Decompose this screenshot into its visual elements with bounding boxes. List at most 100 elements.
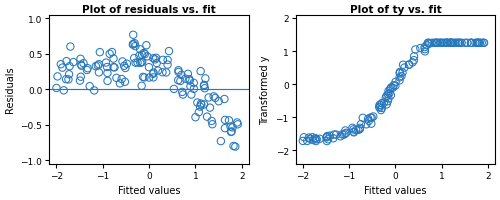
Point [62,60,70,63]
Point [474,42,482,45]
Point [120,65,128,68]
Point [203,115,211,119]
Point [382,97,390,100]
Point [198,104,205,107]
Point [300,136,308,139]
Point [104,80,112,83]
Point [382,103,390,106]
Point [145,66,153,69]
Point [455,42,463,45]
Point [464,42,471,45]
Point [86,85,94,88]
Point [350,128,358,131]
Point [112,77,120,80]
Point [190,82,198,85]
Point [376,104,384,107]
Point [348,127,356,130]
Point [408,61,416,65]
Point [197,102,205,106]
Point [338,133,346,136]
Point [424,42,432,45]
Point [472,42,480,45]
Point [376,104,384,107]
Point [186,85,194,88]
Point [424,42,432,45]
Point [468,42,475,45]
Point [138,61,145,64]
Point [192,116,200,119]
Point [306,138,314,141]
Point [384,90,392,93]
Point [179,93,187,97]
Point [234,123,241,126]
Point [136,55,143,58]
Point [150,72,158,75]
Point [368,122,376,126]
Point [305,136,313,140]
Point [194,101,202,105]
Point [430,42,438,45]
Point [77,64,85,67]
Point [368,117,376,120]
Point [129,34,137,37]
Point [410,55,418,59]
Point [386,92,394,95]
Point [62,78,70,81]
Point [165,50,173,53]
Point [52,87,60,90]
Point [388,87,396,90]
Point [444,42,452,45]
Point [132,62,140,65]
Point [474,42,482,45]
Point [130,42,138,46]
Point [421,48,429,52]
Point [422,44,430,48]
Point [141,53,149,56]
Point [324,138,332,141]
Point [152,62,160,65]
Point [142,44,150,48]
Point [225,119,233,122]
Point [158,71,166,74]
Point [392,81,400,84]
Point [64,78,72,82]
Point [164,59,172,62]
Point [233,121,241,124]
Title: Plot of ty vs. fit: Plot of ty vs. fit [350,5,442,15]
Point [322,136,330,139]
Point [426,43,434,46]
Point [178,74,186,77]
Point [138,54,146,57]
Point [378,107,386,110]
Point [450,42,458,45]
Point [405,64,413,67]
Point [174,71,182,74]
Point [396,76,404,79]
Point [330,137,338,140]
Point [220,98,228,101]
Point [77,76,85,79]
Point [420,46,428,49]
Point [396,72,404,75]
Point [184,73,192,76]
Point [370,115,378,118]
Point [436,42,444,45]
Point [398,75,406,78]
Point [352,129,360,132]
Point [186,78,194,81]
Point [123,63,131,66]
Point [214,100,222,103]
Point [392,85,400,88]
Point [303,140,311,143]
Point [446,42,454,45]
Point [442,42,450,45]
Point [138,61,146,64]
Point [58,67,66,70]
Point [444,42,452,45]
Point [228,126,236,129]
Point [378,102,386,105]
Point [201,87,209,90]
Point [140,52,148,55]
Point [326,134,334,138]
Point [438,42,446,45]
